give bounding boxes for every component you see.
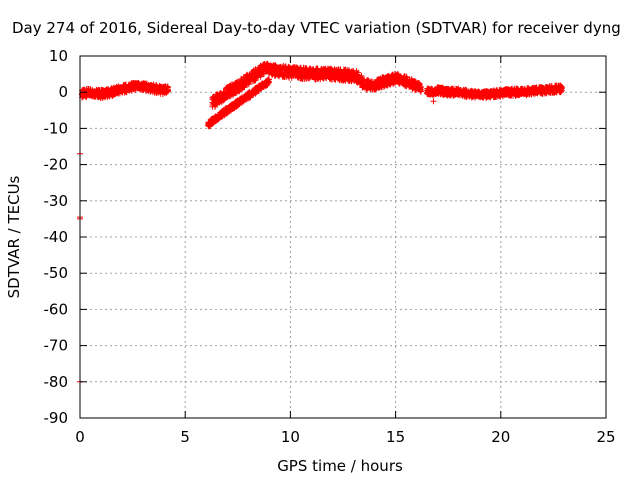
data-point-main-arc-b [417,84,424,91]
y-tick-label: -60 [44,300,69,318]
data-point-main-arc-a [164,88,171,95]
x-tick-label: 0 [75,428,85,446]
axis-ticks: 0 5 10 15 20 25 10 0 -10 -20 -30 -40 -50 -60 -70 -80 -90 [44,47,616,446]
y-tick-label: 10 [49,47,68,65]
x-tick-label: 15 [386,428,405,446]
y-tick-label: 0 [58,83,68,101]
plot-frame [79,55,607,419]
y-tick-label: -80 [44,373,69,391]
data-point-lower-arc [265,78,272,85]
chart-title: Day 274 of 2016, Sidereal Day-to-day VTE… [12,19,621,37]
y-tick-label: -20 [44,156,69,174]
y-tick-label: -90 [44,409,69,427]
x-tick-label: 10 [281,428,300,446]
x-tick-label: 20 [491,428,510,446]
x-tick-label: 25 [596,428,615,446]
data-point-main-arc-c [558,85,565,92]
data-points [77,60,565,385]
data-point-main-arc-b [417,86,424,93]
y-tick-label: -50 [44,264,69,282]
x-axis-label: GPS time / hours [277,457,403,475]
y-tick-label: -70 [44,337,69,355]
grid-lines [80,56,606,418]
x-tick-label: 5 [180,428,190,446]
y-axis-label: SDTVAR / TECUs [5,175,23,298]
y-tick-label: -30 [44,192,69,210]
y-tick-label: -40 [44,228,69,246]
y-tick-label: -10 [44,119,69,137]
data-point-outlier [430,98,437,105]
